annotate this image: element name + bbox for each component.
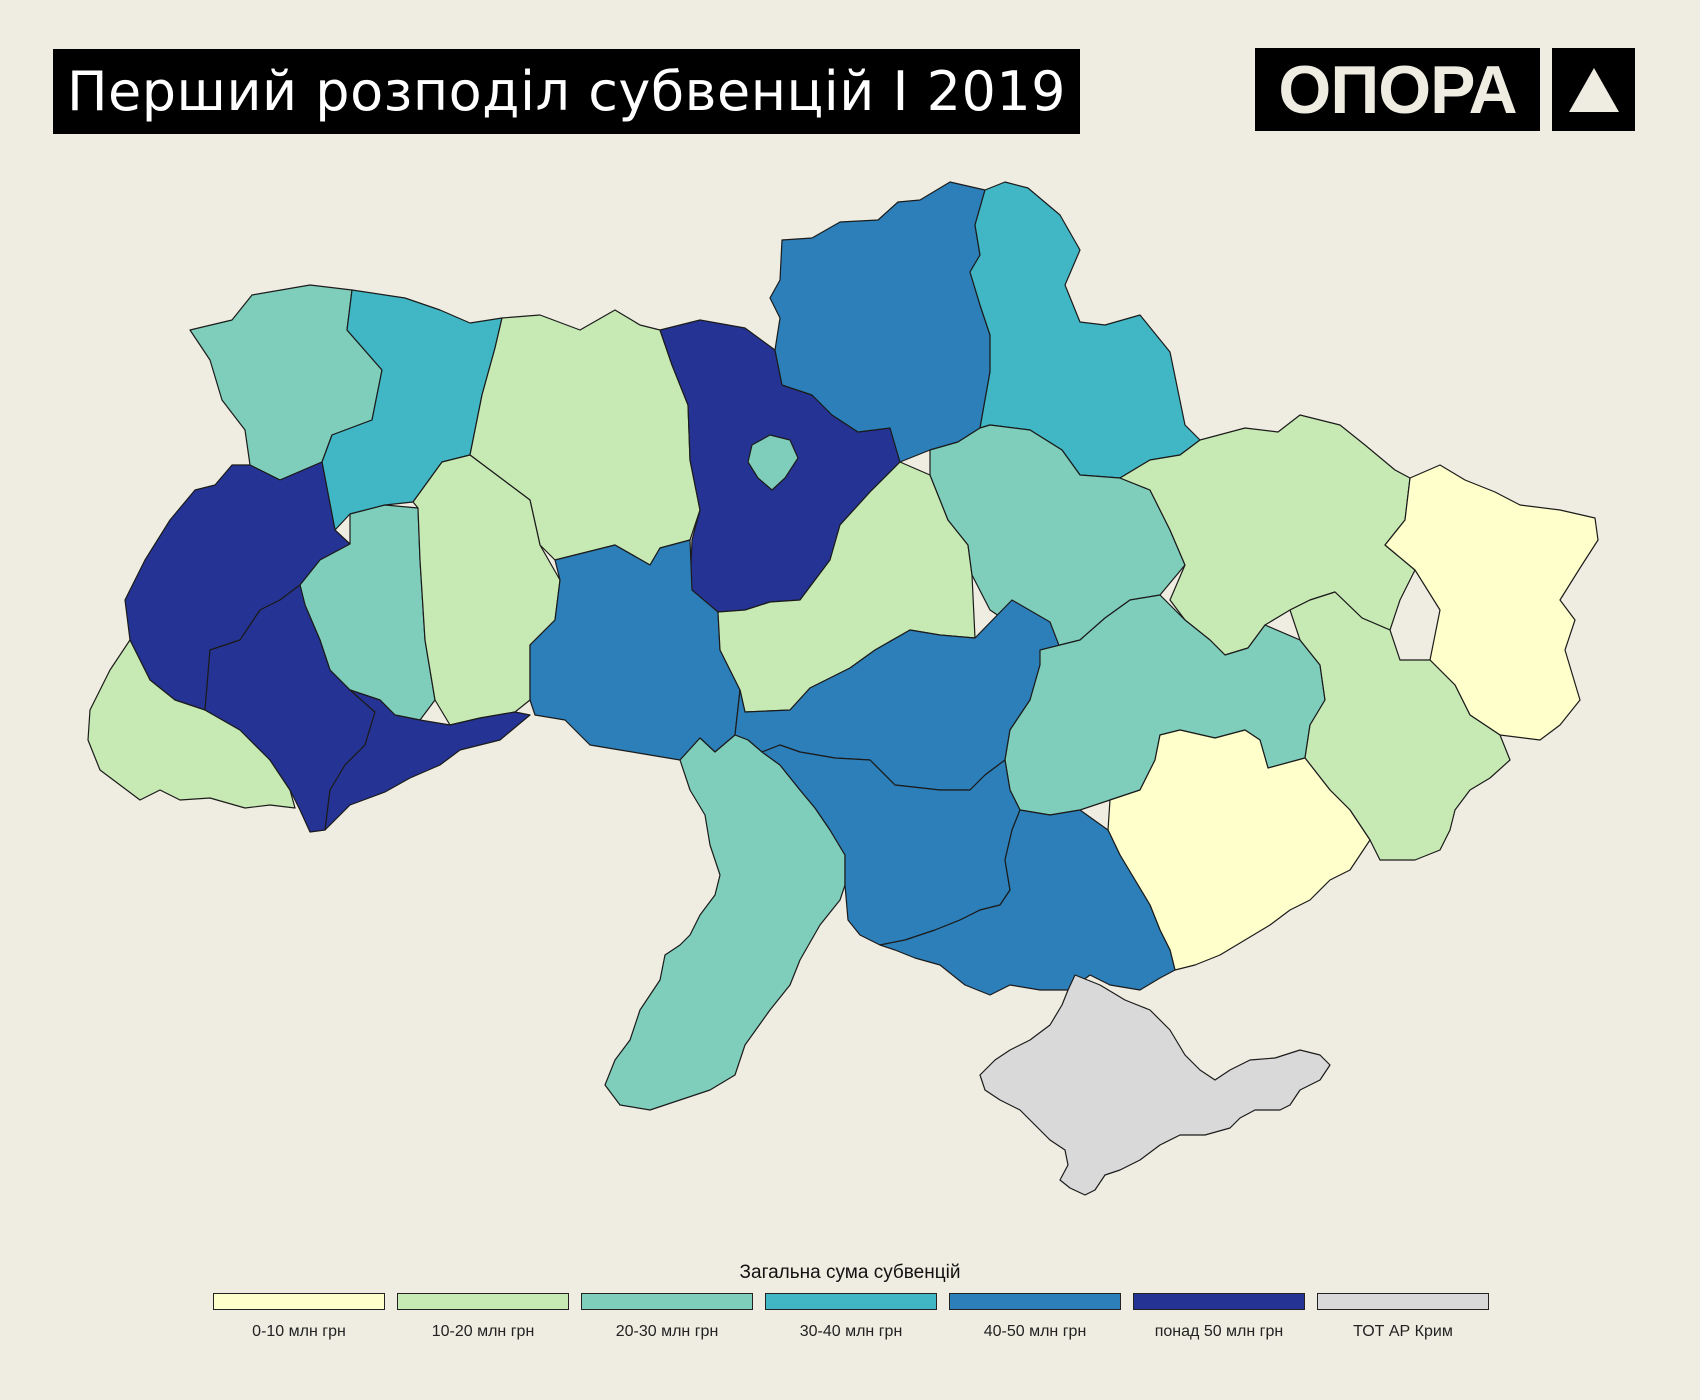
legend-label: понад 50 млн грн bbox=[1154, 1323, 1284, 1340]
legend-swatch bbox=[213, 1293, 385, 1310]
legend-label: 20-30 млн грн bbox=[615, 1323, 719, 1340]
logo-text: ОПОРА bbox=[1255, 48, 1540, 131]
region-kyiv-city bbox=[747, 434, 799, 491]
legend-title: Загальна сума субвенцій bbox=[739, 1262, 961, 1283]
region-kherson bbox=[879, 809, 1176, 996]
legend-label: 10-20 млн грн bbox=[431, 1323, 535, 1340]
opora-logo: ОПОРА bbox=[1255, 48, 1635, 131]
region-crimea bbox=[979, 974, 1331, 1196]
region-chernivtsi bbox=[324, 689, 531, 831]
map-title: Перший розподіл субвенцій І 2019 bbox=[53, 49, 1080, 134]
legend-item: 30-40 млн грн bbox=[765, 1293, 937, 1341]
legend-label: ТОТ АР Крим bbox=[1353, 1323, 1453, 1340]
legend-item: понад 50 млн грн bbox=[1133, 1293, 1305, 1341]
legend: 0-10 млн грн 10-20 млн грн 20-30 млн грн… bbox=[213, 1293, 1489, 1341]
legend-swatch bbox=[1317, 1293, 1489, 1310]
legend-label: 40-50 млн грн bbox=[983, 1323, 1087, 1340]
legend-label: 0-10 млн грн bbox=[252, 1323, 346, 1340]
legend-item: 40-50 млн грн bbox=[949, 1293, 1121, 1341]
region-luhansk bbox=[1384, 464, 1599, 741]
legend-swatch bbox=[581, 1293, 753, 1310]
legend-swatch bbox=[1133, 1293, 1305, 1310]
legend-item: 20-30 млн грн bbox=[581, 1293, 753, 1341]
legend-label: 30-40 млн грн bbox=[799, 1323, 903, 1340]
region-donetsk bbox=[1289, 591, 1511, 861]
legend-swatch bbox=[765, 1293, 937, 1310]
legend-item: 10-20 млн грн bbox=[397, 1293, 569, 1341]
legend-swatch bbox=[397, 1293, 569, 1310]
legend-swatch bbox=[949, 1293, 1121, 1310]
legend-item: 0-10 млн грн bbox=[213, 1293, 385, 1341]
triangle-icon bbox=[1552, 48, 1635, 131]
legend-item: ТОТ АР Крим bbox=[1317, 1293, 1489, 1341]
region-zakarpattia bbox=[87, 639, 296, 809]
